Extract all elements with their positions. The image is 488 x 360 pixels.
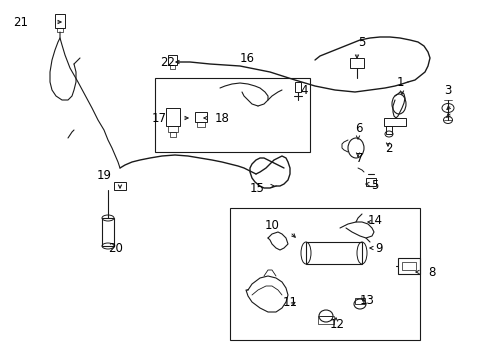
Bar <box>385 126 391 134</box>
Text: 5: 5 <box>370 179 377 192</box>
Text: 15: 15 <box>250 181 264 194</box>
Bar <box>349 58 363 68</box>
Bar <box>168 126 178 132</box>
Bar <box>197 122 204 127</box>
Text: 4: 4 <box>299 84 307 96</box>
Bar <box>165 108 180 126</box>
Bar <box>170 65 175 69</box>
Text: 18: 18 <box>215 112 229 125</box>
Text: 11: 11 <box>283 296 297 309</box>
Text: 12: 12 <box>329 319 345 332</box>
Bar <box>102 218 114 246</box>
Text: 21: 21 <box>13 15 28 28</box>
Text: 16: 16 <box>240 51 254 64</box>
Text: 3: 3 <box>443 84 450 96</box>
Text: 8: 8 <box>427 266 434 279</box>
Text: 17: 17 <box>152 112 167 125</box>
Bar <box>155 78 309 152</box>
Bar <box>294 82 301 92</box>
Bar <box>317 316 333 324</box>
Bar <box>229 208 419 340</box>
Text: 22: 22 <box>160 55 175 68</box>
Text: 6: 6 <box>354 122 362 135</box>
Bar <box>365 178 375 186</box>
Text: 10: 10 <box>264 219 280 231</box>
Text: 7: 7 <box>355 152 363 165</box>
Bar <box>168 55 177 65</box>
Bar <box>57 28 63 32</box>
Bar <box>354 298 364 304</box>
Text: 14: 14 <box>367 213 382 226</box>
Text: 5: 5 <box>357 36 365 49</box>
Text: 2: 2 <box>384 141 392 154</box>
Bar <box>114 182 126 190</box>
Bar <box>401 262 415 270</box>
Bar <box>195 112 206 122</box>
Text: 13: 13 <box>359 293 374 306</box>
Bar <box>397 258 419 274</box>
Bar <box>305 242 361 264</box>
Bar <box>55 14 65 28</box>
Text: 9: 9 <box>375 242 382 255</box>
Bar <box>383 118 405 126</box>
Text: 1: 1 <box>396 76 404 89</box>
Text: 20: 20 <box>108 242 122 255</box>
Text: 19: 19 <box>97 168 112 181</box>
Bar <box>170 132 176 137</box>
